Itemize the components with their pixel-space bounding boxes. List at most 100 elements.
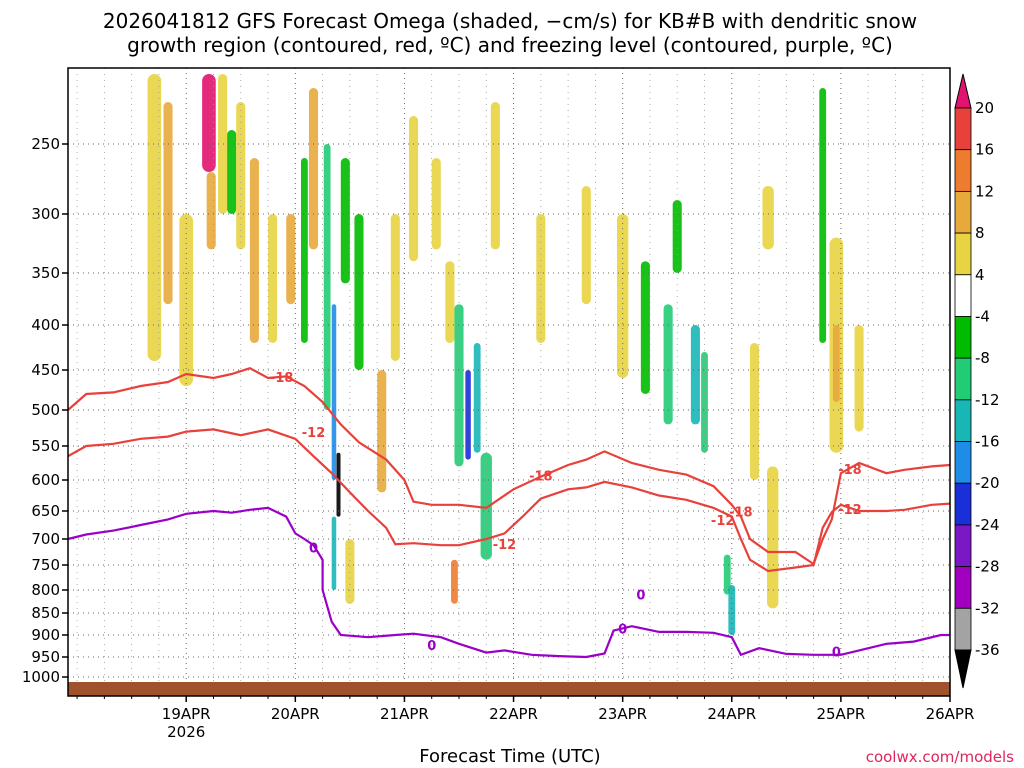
y-tick-label-750: 750 [31,556,60,574]
colorbar-label--28: -28 [975,558,1000,576]
x-tick-label-21APR: 21APR [380,705,429,723]
y-tick-label-350: 350 [31,264,60,282]
colorbar-label-8: 8 [975,224,985,242]
omega-patch-2 [179,214,194,386]
colorbar-label--24: -24 [975,516,1000,534]
x-tick-label-22APR: 22APR [489,705,538,723]
x-tick-label-23APR: 23APR [598,705,647,723]
colorbar-top-arrow [954,73,972,109]
colorbar-bottom-arrow [954,649,972,689]
credit-text: coolwx.com/models [866,748,1014,766]
y-tick-label-600: 600 [31,471,60,489]
contour-label-4: -18 [729,506,753,521]
colorbar-bin-12 [954,607,972,651]
y-tick-label-850: 850 [31,604,60,622]
y-tick-label-900: 900 [31,626,60,644]
omega-patch-25 [454,304,464,467]
omega-patch-43 [767,466,779,609]
omega-patch-44 [819,88,827,343]
contour-label-11: 0 [636,589,645,604]
omega-patch-9 [268,214,278,343]
ground-fill [68,682,950,696]
colorbar-label--8: -8 [975,349,990,367]
y-tick-label-400: 400 [31,316,60,334]
contour--18C [67,367,951,566]
y-tick-label-700: 700 [31,530,60,548]
y-tick-label-300: 300 [31,205,60,223]
colorbar-label--4: -4 [975,307,990,325]
contour--12C [67,428,951,573]
omega-patch-11 [301,158,308,343]
omega-patch-30 [490,102,500,250]
colorbar-label-12: 12 [975,182,994,200]
colorbar-label--16: -16 [975,433,1000,451]
y-tick-label-950: 950 [31,648,60,666]
contour-label-8: 0 [309,541,318,556]
y-axis: 250 300 350 400 450 500 550 600 650 700 750 800 850 9… [22,135,68,686]
colorbar-bin-1 [954,149,972,192]
x-tick-label-19APR: 19APR [162,705,211,723]
y-tick-label-800: 800 [31,581,60,599]
plot-frame [67,67,951,697]
colorbar-label--36: -36 [975,641,1000,659]
contour-label-6: -18 [838,463,862,478]
omega-patch-16 [331,516,337,590]
omega-patch-22 [408,116,419,262]
colorbar-bin-7 [954,399,972,442]
y-tick-label-550: 550 [31,437,60,455]
colorbar-bin-6 [954,357,972,401]
omega-patch-7 [236,102,246,250]
colorbar-label--32: -32 [975,599,1000,617]
colorbar-bin-4 [954,274,972,317]
omega-patch-13 [323,144,331,410]
y-tick-label-500: 500 [31,401,60,419]
contour-0C [67,506,950,659]
omega-patch-40 [728,585,736,635]
colorbar-label-20: 20 [975,99,994,117]
y-tick-label-650: 650 [31,502,60,520]
chart-title-line2: growth region (contoured, red, ºC) and f… [127,33,893,57]
omega-patch-6 [227,130,237,214]
omega-patch-23 [431,158,441,250]
y-tick-label-250: 250 [31,135,60,153]
contour-label-12: 0 [832,646,841,661]
omega-patch-47 [854,325,864,432]
y-tick-label-450: 450 [31,361,60,379]
colorbar-bin-9 [954,482,972,526]
contour-label-2: -18 [529,470,553,485]
contour-label-1: -12 [302,426,326,441]
colorbar-bin-2 [954,190,972,234]
omega-patch-1 [163,102,173,305]
omega-patch-3 [202,74,216,172]
chart-title-line1: 2026041812 GFS Forecast Omega (shaded, −… [103,9,917,33]
colorbar-label-16: 16 [975,141,994,159]
omega-patch-12 [308,88,319,250]
omega-patch-4 [206,172,216,250]
colorbar-bin-5 [954,316,972,359]
colorbar-bin-10 [954,524,972,568]
x-tick-label-24APR: 24APR [707,705,756,723]
omega-patch-41 [749,343,760,480]
contour-label-10: 0 [618,622,627,637]
omega-patch-29 [451,559,458,604]
omega-patch-35 [663,304,673,425]
gridlines [68,68,951,696]
omega-patch-17 [340,158,350,284]
omega-patch-14 [331,304,337,480]
omega-patch-0 [147,74,162,361]
colorbar-label--20: -20 [975,474,1000,492]
omega-patch-42 [762,186,774,250]
x-tick-year: 2026 [167,723,205,741]
contour-label-9: 0 [427,639,436,654]
x-tick-label-25APR: 25APR [816,705,865,723]
omega-patch-32 [581,186,591,305]
omega-patch-33 [616,214,629,378]
x-tick-label-26APR: 26APR [926,705,975,723]
omega-patch-34 [640,261,650,394]
colorbar-label--12: -12 [975,391,1000,409]
omega-patch-24 [445,261,455,343]
omega-patch-15 [336,452,341,517]
omega-patch-27 [473,343,481,453]
